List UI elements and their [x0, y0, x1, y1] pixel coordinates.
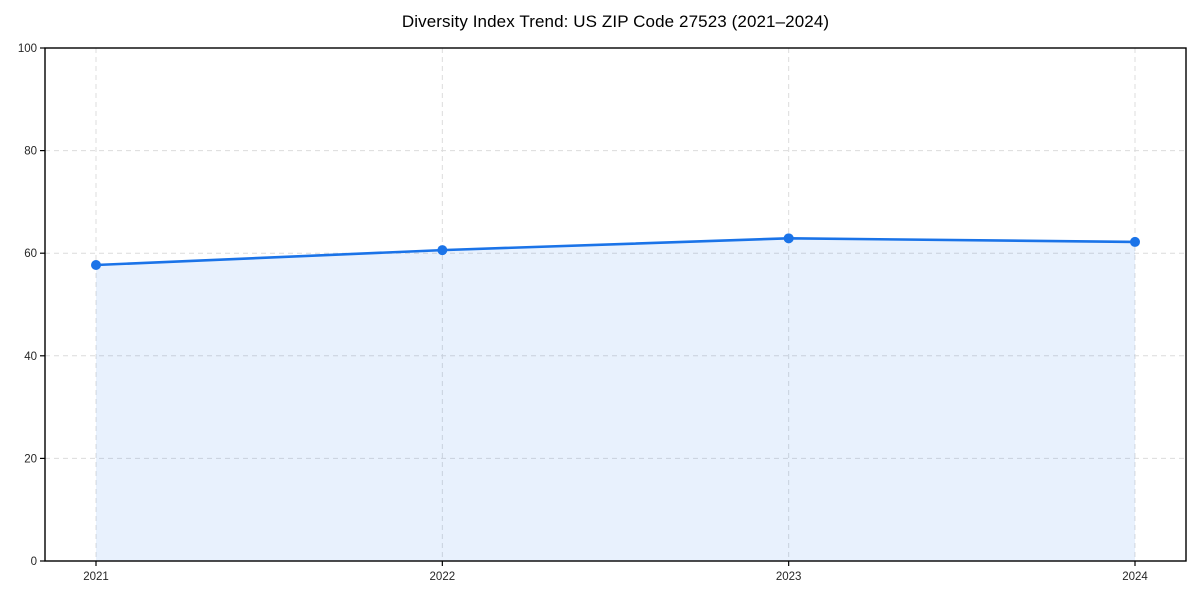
data-point [783, 233, 794, 244]
y-tick-label: 80 [24, 146, 37, 158]
chart-title: Diversity Index Trend: US ZIP Code 27523… [401, 12, 830, 31]
y-tick-label: 40 [24, 351, 37, 363]
axes-frame [44, 47, 1187, 562]
series-area-fill [96, 238, 1135, 561]
data-point [1130, 236, 1140, 247]
y-tick-label: 60 [24, 248, 37, 260]
y-tick-label: 100 [18, 43, 37, 55]
y-tick-label: 0 [31, 556, 37, 568]
x-tick-label: 2024 [1122, 571, 1148, 583]
series-line [94, 237, 1137, 267]
x-tick-label: 2021 [83, 571, 109, 583]
data-point [437, 245, 448, 256]
x-tick-label: 2022 [430, 571, 456, 583]
data-point [91, 259, 101, 270]
x-tick-label: 2023 [776, 571, 802, 583]
y-tick-label: 20 [24, 453, 37, 465]
